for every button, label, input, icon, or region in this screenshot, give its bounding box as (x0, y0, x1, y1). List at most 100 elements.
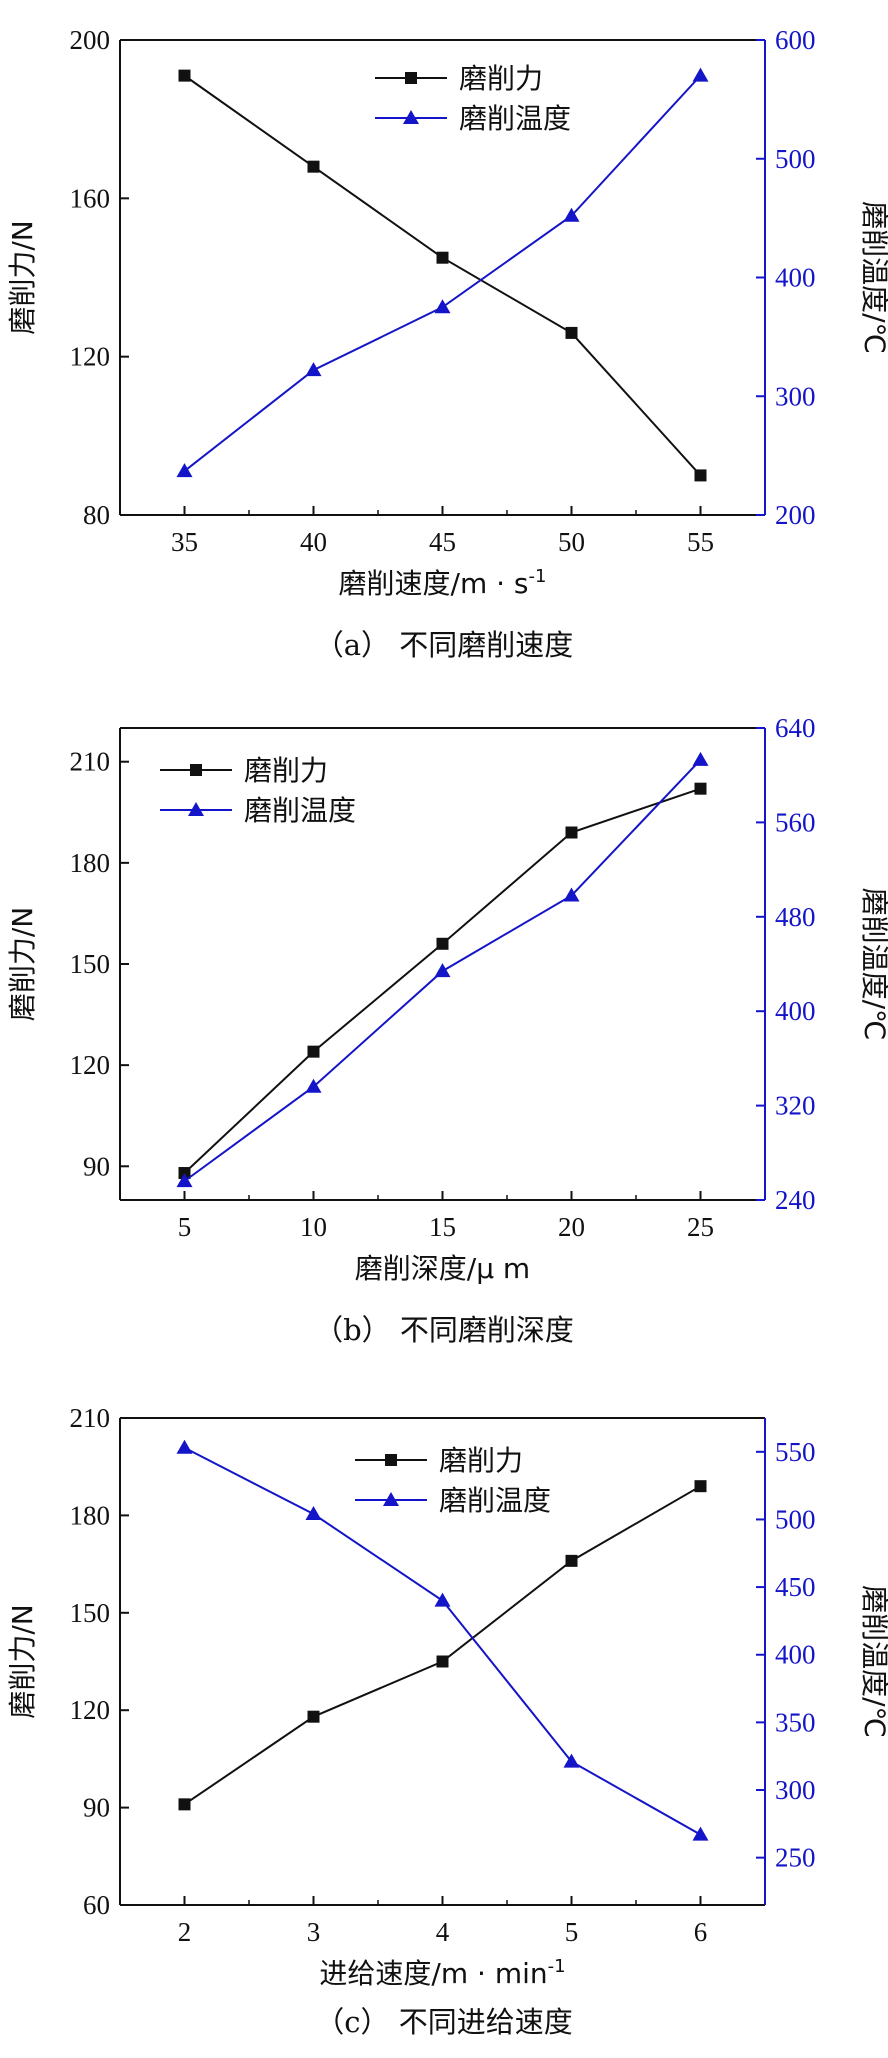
y-tick-label: 180 (70, 1500, 111, 1530)
force-data-point (307, 160, 320, 173)
x-axis-label-superscript: -1 (529, 566, 547, 587)
x-tick-label: 6 (694, 1917, 708, 1947)
chart-c-svg: 2 3 4 5 6 60 90 120 150 180 210 250 300 350 400 450 500 5… (6, 1403, 888, 2039)
force-data-point (436, 251, 449, 264)
temperature-data-point (563, 1753, 580, 1768)
force-series-line (183, 787, 701, 1174)
legend-label: 磨削温度 (244, 794, 356, 827)
x-tick-label: 35 (171, 527, 198, 557)
temperature-series-line (183, 74, 702, 472)
y-tick-label: 150 (70, 1598, 111, 1628)
y2-tick-label: 560 (775, 807, 816, 837)
y-tick-label: 60 (83, 1890, 110, 1920)
force-data-point (178, 1798, 191, 1811)
y2-tick-label: 400 (775, 1640, 816, 1670)
temperature-data-point (176, 1439, 193, 1454)
y2-tick-label: 400 (775, 263, 816, 293)
x-tick-label: 3 (307, 1917, 321, 1947)
force-data-point (178, 1167, 191, 1180)
y-tick-label: 200 (70, 25, 111, 55)
temperature-data-point (434, 299, 451, 314)
legend-triangle-marker (403, 110, 419, 124)
caption-a: （a） 不同磨削速度 (315, 628, 574, 662)
force-data-point (307, 1045, 320, 1058)
chart-b-svg: 5 10 15 20 25 90 120 150 180 210 240 320 400 480 560 64… (6, 713, 888, 1347)
y-tick-label: 150 (70, 949, 111, 979)
y-axis-label: 磨削力/N (6, 220, 39, 334)
legend-label: 磨削温度 (439, 1484, 551, 1517)
caption-c: （c） 不同进给速度 (315, 2005, 572, 2039)
x-tick-label: 55 (687, 527, 714, 557)
x-axis-label: 磨削深度/μ m (355, 1252, 530, 1285)
force-data-point (565, 826, 578, 839)
temperature-data-point (434, 963, 451, 978)
x-axis-label-text: 磨削速度/m · s (339, 567, 529, 600)
y2-tick-label: 300 (775, 381, 816, 411)
temperature-data-point (563, 887, 580, 902)
force-data-point (694, 469, 707, 482)
y2-axis-label: 磨削温度/℃ (858, 201, 888, 354)
legend-triangle-marker (383, 1492, 399, 1506)
y2-tick-label: 250 (775, 1843, 816, 1873)
legend-label: 磨削力 (459, 62, 543, 95)
legend-triangle-marker (188, 802, 204, 816)
chart-a-svg: 35 40 45 50 55 80 120 160 200 200 300 400 500 600 磨削速度… (6, 25, 888, 662)
x-tick-label: 50 (558, 527, 585, 557)
temperature-data-point (176, 463, 193, 478)
temperature-data-point (176, 1173, 193, 1188)
force-series-line (183, 1485, 702, 1806)
chart-panel-c: 2 3 4 5 6 60 90 120 150 180 210 250 300 350 400 450 500 5… (0, 1380, 888, 2058)
x-tick-label: 10 (300, 1212, 327, 1242)
y-tick-label: 120 (70, 1695, 111, 1725)
y-tick-label: 90 (83, 1793, 110, 1823)
caption-b: （b） 不同磨削深度 (314, 1313, 574, 1347)
y-tick-label: 180 (70, 848, 111, 878)
y2-tick-label: 500 (775, 1504, 816, 1534)
y2-tick-label: 600 (775, 25, 816, 55)
force-data-point (565, 1554, 578, 1567)
force-series-line (183, 74, 702, 477)
y2-tick-label: 320 (775, 1091, 816, 1121)
x-axis-label-text: 进给速度/m · min (319, 1957, 547, 1990)
temperature-data-point (692, 67, 709, 82)
x-tick-label: 5 (178, 1212, 192, 1242)
chart-panel-a: 35 40 45 50 55 80 120 160 200 200 300 400 500 600 磨削速度… (0, 0, 888, 690)
legend-square-marker (405, 72, 417, 84)
force-data-point (436, 937, 449, 950)
x-tick-label: 2 (178, 1917, 192, 1947)
y-axis-label: 磨削力/N (6, 907, 39, 1021)
y2-axis-label: 磨削温度/℃ (858, 888, 888, 1041)
legend-label: 磨削力 (439, 1444, 523, 1477)
y2-tick-label: 200 (775, 500, 816, 530)
y-axis-label: 磨削力/N (6, 1604, 39, 1718)
y2-tick-label: 300 (775, 1775, 816, 1805)
y2-tick-label: 450 (775, 1572, 816, 1602)
x-tick-label: 40 (300, 527, 327, 557)
force-data-point (178, 69, 191, 82)
temperature-data-point (434, 1592, 451, 1607)
y2-tick-label: 550 (775, 1437, 816, 1467)
legend-label: 磨削力 (244, 754, 328, 787)
temperature-data-point (305, 362, 322, 377)
y2-tick-label: 240 (775, 1185, 816, 1215)
legend-square-marker (190, 764, 202, 776)
y-tick-label: 120 (70, 1050, 111, 1080)
legend-square-marker (385, 1454, 397, 1466)
force-data-point (694, 782, 707, 795)
temperature-data-point (692, 751, 709, 766)
y2-tick-label: 640 (775, 713, 816, 743)
x-axis-label-text: 磨削深度/μ m (355, 1252, 530, 1285)
x-axis-label-superscript: -1 (548, 1956, 566, 1977)
x-axis-label: 磨削速度/m · s-1 (339, 566, 547, 600)
x-tick-label: 20 (558, 1212, 585, 1242)
y2-tick-label: 500 (775, 144, 816, 174)
x-axis-label: 进给速度/m · min-1 (319, 1956, 565, 1990)
chart-panel-b: 5 10 15 20 25 90 120 150 180 210 240 320 400 480 560 64… (0, 690, 888, 1380)
legend-label: 磨削温度 (459, 102, 571, 135)
y2-tick-label: 480 (775, 902, 816, 932)
x-tick-label: 15 (429, 1212, 456, 1242)
x-tick-label: 45 (429, 527, 456, 557)
y2-tick-label: 350 (775, 1707, 816, 1737)
x-tick-label: 4 (436, 1917, 450, 1947)
temperature-data-point (563, 207, 580, 222)
